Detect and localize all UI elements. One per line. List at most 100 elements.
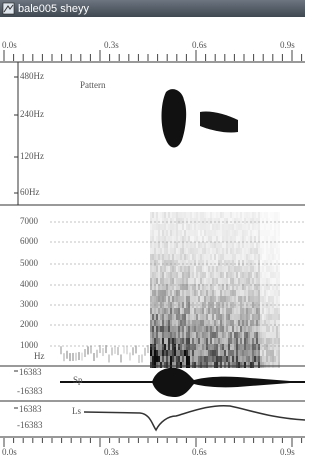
spectral-cell [276, 230, 278, 236]
spectral-cell [170, 356, 172, 362]
spectral-cell [206, 344, 208, 350]
spectral-cell [164, 320, 166, 326]
spectral-cell [194, 224, 196, 230]
spectral-cell [180, 338, 182, 344]
spectral-cell [234, 242, 236, 248]
spectral-cell [272, 326, 274, 332]
spectral-cell [212, 350, 214, 356]
spectral-cell [158, 236, 160, 242]
spectral-cell [170, 236, 172, 242]
spectral-cell [236, 254, 238, 260]
spectral-cell [170, 224, 172, 230]
spectral-cell [218, 308, 220, 314]
spectral-cell [180, 272, 182, 278]
spectral-cell [276, 320, 278, 326]
spectral-cell [166, 254, 168, 260]
spectral-cell [126, 346, 128, 354]
spectral-cell [218, 296, 220, 302]
spectral-cell [278, 308, 280, 314]
spectral-cell [166, 350, 168, 356]
spectral-cell [184, 230, 186, 236]
spectral-cell [266, 278, 268, 284]
spectral-cell [230, 344, 232, 350]
spectral-cell [234, 224, 236, 230]
spectral-cell [202, 308, 204, 314]
spectral-cell [244, 326, 246, 332]
spectral-cell [204, 284, 206, 290]
spectral-cell [274, 260, 276, 266]
spectral-cell [174, 236, 176, 242]
spectral-cell [278, 242, 280, 248]
spectral-cell [156, 332, 158, 338]
spectral-cell [232, 314, 234, 320]
spectral-cell [234, 326, 236, 332]
spectral-cell [196, 284, 198, 290]
spectral-cell [234, 272, 236, 278]
spectral-cell [266, 332, 268, 338]
spectral-cell [224, 314, 226, 320]
spectral-cell [150, 308, 152, 314]
spectral-cell [176, 314, 178, 320]
spectral-cell [182, 230, 184, 236]
spectral-cell [182, 248, 184, 254]
spectral-cell [198, 296, 200, 302]
spectral-cell [274, 356, 276, 362]
spectral-cell [250, 338, 252, 344]
spectral-cell [256, 314, 258, 320]
spectral-cell [262, 338, 264, 344]
spectral-cell [244, 350, 246, 356]
spectral-cell [238, 266, 240, 272]
spectral-cell [258, 314, 260, 320]
spectral-cell [164, 326, 166, 332]
spectral-cell [276, 350, 278, 356]
spectral-cell [256, 224, 258, 230]
spectral-cell [200, 236, 202, 242]
spectral-cell [160, 266, 162, 272]
spectral-cell [176, 230, 178, 236]
spectral-cell [254, 272, 256, 278]
spectral-cell [276, 302, 278, 308]
spectral-cell [220, 230, 222, 236]
spectral-cell [278, 254, 280, 260]
spectral-cell [238, 248, 240, 254]
spectral-cell [278, 212, 280, 218]
spectral-cell [198, 344, 200, 350]
spectral-cell [226, 254, 228, 260]
spectral-cell [206, 260, 208, 266]
spectral-cell [274, 266, 276, 272]
spectral-cell [234, 356, 236, 362]
spectral-cell [178, 314, 180, 320]
spectral-cell [240, 236, 242, 242]
spectral-cell [160, 224, 162, 230]
spectral-cell [194, 338, 196, 344]
spectral-cell [240, 338, 242, 344]
spectral-cell [262, 242, 264, 248]
spectral-cell [268, 320, 270, 326]
spectral-cell [166, 260, 168, 266]
spectral-cell [258, 260, 260, 266]
spectral-cell [156, 272, 158, 278]
spectral-cell [232, 332, 234, 338]
spectral-cell [262, 308, 264, 314]
spectral-cell [178, 272, 180, 278]
spectral-cell [200, 356, 202, 362]
spectral-cell [190, 314, 192, 320]
spectral-cell [154, 266, 156, 272]
spectral-cell [218, 242, 220, 248]
spectral-cell [206, 338, 208, 344]
spectral-cell [256, 212, 258, 218]
spectral-cell [268, 308, 270, 314]
spectral-cell [228, 284, 230, 290]
spectral-cell [214, 218, 216, 224]
spectral-cell [194, 272, 196, 278]
spectral-cell [220, 266, 222, 272]
spectral-cell [260, 356, 262, 362]
spectral-cell [258, 308, 260, 314]
spectral-cell [160, 236, 162, 242]
spectral-cell [182, 350, 184, 356]
spectral-cell [164, 242, 166, 248]
spectral-cell [256, 296, 258, 302]
spectral-cell [154, 218, 156, 224]
spectral-cell [186, 308, 188, 314]
spectral-cell [176, 350, 178, 356]
